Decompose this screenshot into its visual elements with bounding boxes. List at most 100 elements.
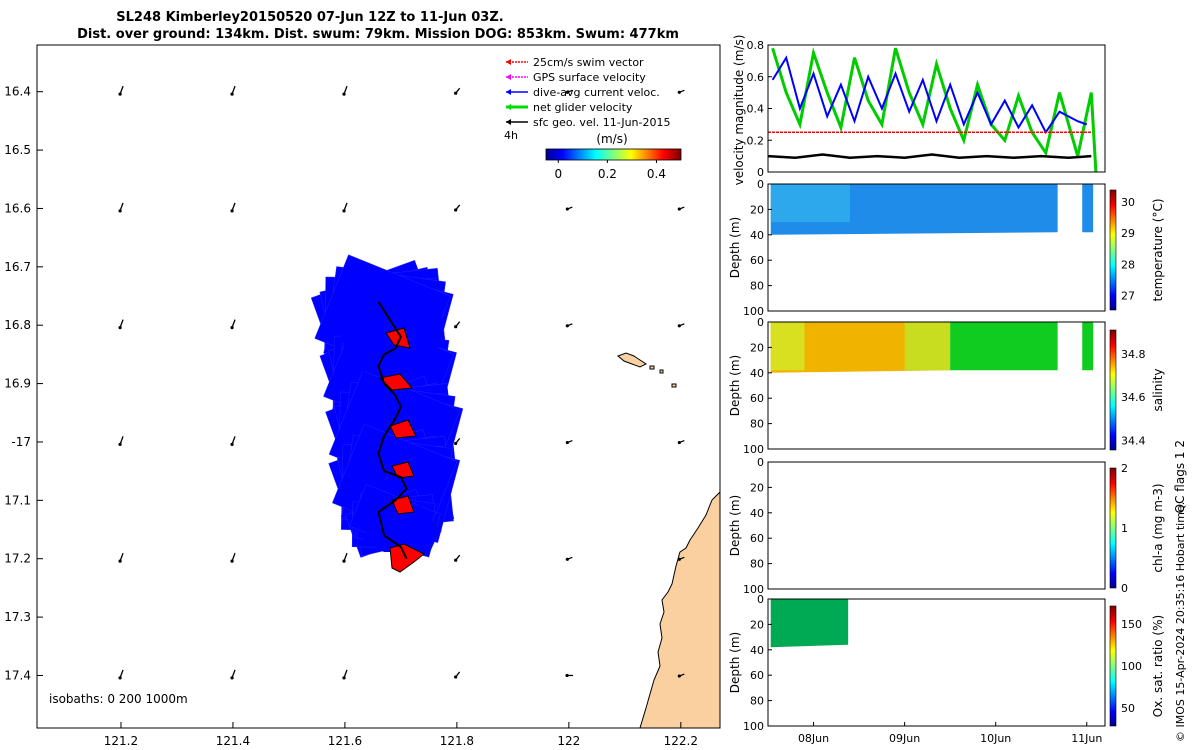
surface-arrow [454, 204, 461, 212]
map-panel: 121.2 121.4 121.6 121.8 122 122.2 16.416.516.… [4, 44, 721, 748]
island [671, 383, 677, 388]
qc-note: QC flags 1 2 [1173, 440, 1187, 513]
depth-tick-label: 20 [750, 618, 764, 631]
map-y-tick-label: 16.5 [4, 143, 31, 157]
glider-track [377, 301, 408, 560]
swim-vector-patch [378, 373, 414, 391]
depth-tick-label: 80 [750, 695, 764, 708]
colorbar-tick-label: 1 [1121, 522, 1128, 535]
colorbar-tick-label: 2 [1121, 462, 1128, 475]
depth-panel-frame [767, 183, 1106, 312]
legend-label: net glider velocity [533, 101, 633, 114]
temperature-colorbar [1109, 189, 1117, 311]
surface-arrow [230, 202, 236, 213]
island [649, 365, 655, 370]
surface-arrow [565, 439, 573, 445]
salinity-section [1082, 322, 1094, 371]
map-x-tick-label: 121.4 [216, 734, 250, 748]
surface-arrow [454, 87, 461, 95]
map-x-tick-label: 122 [557, 734, 580, 748]
chl-a-colorbar [1109, 467, 1117, 589]
colorbar-tick-label: 30 [1121, 196, 1135, 209]
legend-label: dive-avg current veloc. [533, 86, 660, 99]
depth-tick-label: 60 [750, 254, 764, 267]
map-y-tick-label: 17.2 [4, 552, 31, 566]
map-legend: 25cm/s swim vector GPS surface velocity di… [504, 56, 682, 181]
surface-arrow [454, 671, 461, 679]
depth-tick-label: 20 [750, 203, 764, 216]
surface-arrow [677, 439, 685, 445]
depth-tick-label: 80 [750, 418, 764, 431]
swim-vector-patch [385, 327, 411, 349]
map-x-tick-label: 121.2 [104, 734, 138, 748]
map-y-tick-label: 17.1 [4, 493, 31, 507]
legend-item: GPS surface velocity [506, 71, 646, 84]
temperature-section [1082, 184, 1094, 233]
time-tick-label: 08Jun [798, 732, 829, 745]
depth-ylabel: Depth (m) [728, 495, 742, 556]
depth-ylabel: Depth (m) [728, 355, 742, 416]
salinity-section [950, 322, 1058, 371]
depth-panel-frame [767, 461, 1106, 590]
surface-arrow [230, 85, 236, 96]
surface-arrow [342, 85, 348, 96]
depth-tick-label: 80 [750, 558, 764, 571]
map-y-tick-label: 16.4 [4, 85, 31, 99]
depth-ylabel: Depth (m) [728, 217, 742, 278]
colorbar-tick-label: 150 [1121, 618, 1142, 631]
velocity-series-line [771, 55, 1088, 135]
depth-tick-label: 60 [750, 532, 764, 545]
depth-panel-frame [767, 321, 1106, 450]
oxygen-colorbar-label: Ox. sat. ratio (%) [1151, 615, 1165, 717]
depth-panel-frame [767, 598, 1106, 727]
surface-arrow [677, 673, 685, 678]
surface-arrow [677, 89, 685, 94]
surface-arrow [677, 206, 685, 211]
velocity-series-line [771, 47, 1098, 172]
colorbar-unit: (m/s) [596, 132, 627, 146]
surface-arrow [454, 438, 461, 446]
surface-arrow [118, 436, 124, 446]
map-y-tick-label: 17.4 [4, 668, 31, 682]
chl-a-colorbar-label: chl-a (mg m-3) [1151, 483, 1165, 572]
surface-arrow [677, 556, 685, 561]
map-y-axis: 16.4 16.5 16.6 16.7 16.8 16.9 -17 17.1 17.2 17.3 1… [4, 85, 43, 682]
colorbar-tick-label: 50 [1121, 702, 1135, 715]
credit-note: © IMOS 15-Apr-2024 20:35:16 Hobart time. [1174, 502, 1187, 742]
swim-vector-patch [391, 495, 415, 515]
surface-arrow [118, 85, 124, 96]
oxygen-panel: 0 20 40 60 80 100 Depth (m) 50 100 150 Ox. sat. ra… [728, 593, 1165, 733]
map-y-tick-label: 16.9 [4, 377, 31, 391]
current-patch [340, 287, 444, 372]
colorbar-tick-label: 34.4 [1121, 434, 1146, 447]
velocity-y-tick-label: 0.2 [747, 134, 765, 147]
time-tick-label: 09Jun [889, 732, 920, 745]
surface-arrow [565, 673, 574, 678]
depth-tick-label: 100 [743, 583, 764, 596]
map-frame [36, 44, 721, 729]
depth-tick-label: 100 [743, 305, 764, 318]
oxygen-section [770, 599, 849, 648]
temperature-panel: 0 20 40 60 80 100 Depth (m) 27 28 29 30 temperature… [728, 178, 1165, 318]
swim-vector-patch [391, 461, 415, 479]
surface-arrow [454, 554, 461, 562]
legend-item: 25cm/s swim vector [506, 56, 644, 69]
depth-tick-label: 20 [750, 481, 764, 494]
map-y-tick-label: 17.3 [4, 610, 31, 624]
depth-ylabel: Depth (m) [728, 632, 742, 693]
surface-arrow [230, 669, 236, 680]
surface-arrow [565, 89, 573, 94]
surface-arrow [118, 319, 124, 330]
depth-tick-label: 80 [750, 280, 764, 293]
map-x-axis: 121.2 121.4 121.6 121.8 122 122.2 [104, 722, 698, 748]
temperature-colorbar-label: temperature (°C) [1151, 199, 1165, 302]
colorbar-tick-label: 27 [1121, 290, 1135, 303]
map-y-tick-label: 16.8 [4, 318, 31, 332]
colorbar-tick-label: 28 [1121, 258, 1135, 271]
surface-arrow [118, 669, 124, 680]
isobaths-note: isobaths: 0 200 1000m [49, 692, 188, 706]
chl-a-panel: 0 20 40 60 80 100 Depth (m) 0 1 2 chl-a (mg m-3) [728, 456, 1165, 596]
salinity-colorbar-label: salinity [1151, 368, 1165, 411]
velocity-y-tick-label: 0.4 [747, 103, 765, 116]
depth-tick-label: 100 [743, 443, 764, 456]
